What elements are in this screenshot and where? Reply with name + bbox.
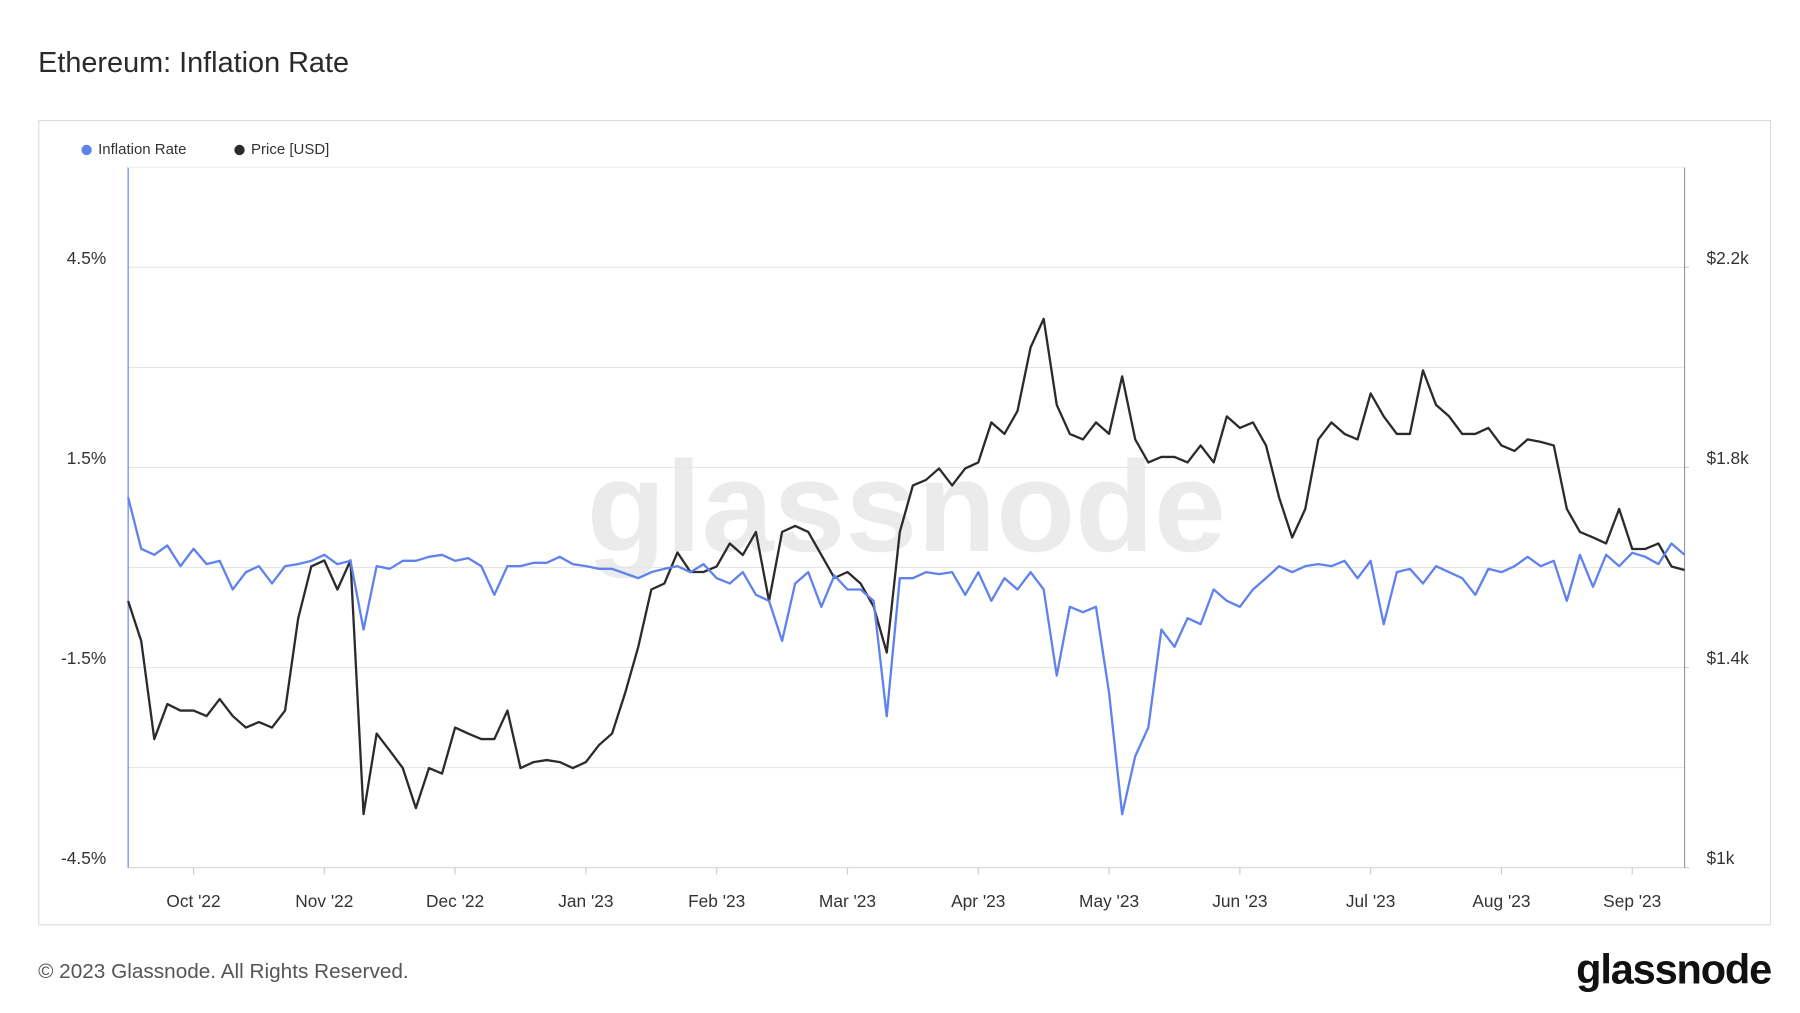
legend-marker: [81, 144, 92, 156]
x-tick-label: Jul '23: [1346, 891, 1395, 911]
x-tick-label: Nov '22: [295, 891, 353, 911]
x-tick-label: Jun '23: [1212, 891, 1267, 911]
chart-frame: [38, 119, 1772, 926]
x-tick-label: Feb '23: [688, 891, 745, 911]
legend-label: Price [USD]: [251, 141, 329, 158]
x-tick-label: Sep '23: [1603, 891, 1661, 911]
logo: glassnode: [1576, 946, 1771, 993]
y-tick-label: 4.5%: [67, 248, 106, 268]
line-series: [127, 497, 1686, 816]
y2-tick-label: $1.8k: [1706, 448, 1749, 468]
line-series: [127, 317, 1685, 816]
x-tick-label: Aug '23: [1472, 891, 1530, 911]
legend-label: Inflation Rate: [98, 141, 186, 158]
x-tick-label: Dec '22: [426, 891, 484, 911]
y-tick-label: -1.5%: [61, 648, 106, 668]
x-tick-label: Jan '23: [558, 891, 613, 911]
chart-title: Ethereum: Inflation Rate: [38, 47, 349, 79]
y2-tick-label: $2.2k: [1706, 248, 1749, 268]
y-tick-label: 1.5%: [67, 448, 106, 468]
x-tick-label: Oct '22: [166, 891, 220, 911]
x-tick-label: Mar '23: [819, 891, 876, 911]
copyright: © 2023 Glassnode. All Rights Reserved.: [38, 960, 409, 983]
legend-marker: [234, 144, 245, 156]
x-tick-label: May '23: [1079, 891, 1139, 911]
y2-tick-label: $1.4k: [1706, 648, 1749, 668]
x-tick-label: Apr '23: [951, 891, 1005, 911]
y2-tick-label: $1k: [1706, 848, 1734, 868]
y-tick-label: -4.5%: [61, 848, 106, 868]
